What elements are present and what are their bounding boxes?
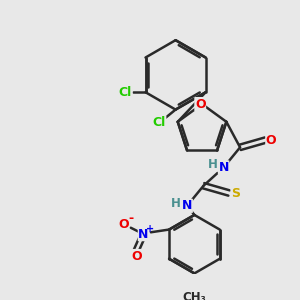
Text: O: O <box>131 250 142 262</box>
Text: O: O <box>195 98 206 111</box>
Text: O: O <box>266 134 276 146</box>
Text: -: - <box>128 212 133 225</box>
Text: O: O <box>118 218 129 232</box>
Text: +: + <box>146 224 154 234</box>
Text: S: S <box>231 187 240 200</box>
Text: CH₃: CH₃ <box>182 291 206 300</box>
Text: Cl: Cl <box>119 86 132 99</box>
Text: Cl: Cl <box>152 116 166 129</box>
Text: N: N <box>138 228 149 241</box>
Text: H: H <box>171 196 181 210</box>
Text: H: H <box>208 158 218 171</box>
Text: N: N <box>182 199 192 212</box>
Text: N: N <box>218 161 229 174</box>
